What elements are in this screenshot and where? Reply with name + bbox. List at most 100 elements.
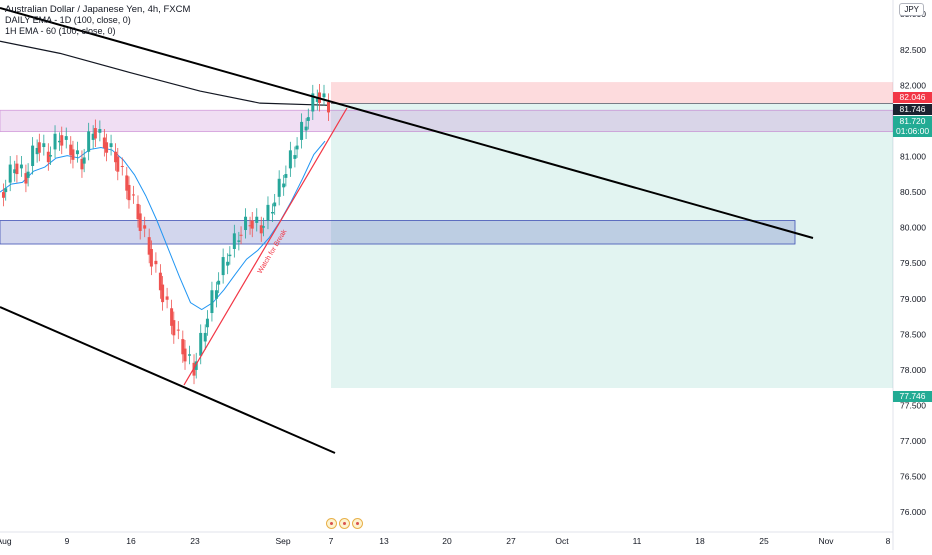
x-tick-label: Oct <box>555 536 569 546</box>
candle-body <box>91 133 95 140</box>
indicator-daily-ema: DAILY EMA - 1D (100, close, 0) <box>5 15 131 25</box>
y-tick-label: 81.000 <box>900 152 926 162</box>
y-tick-label: 77.000 <box>900 436 926 446</box>
candle-body <box>158 272 162 291</box>
chart-legend: Australian Dollar / Japanese Yen, 4h, FX… <box>5 4 190 37</box>
countdown-tag: 01:06:00 <box>893 126 932 137</box>
indicator-1h-ema: 1H EMA - 60 (100, close, 0) <box>5 26 116 36</box>
y-tick-label: 80.500 <box>900 187 926 197</box>
y-tick-label: 82.000 <box>900 80 926 90</box>
candle-body <box>161 284 165 303</box>
lower-channel-line <box>0 306 336 454</box>
candle-body <box>181 339 185 355</box>
stop-loss-box <box>331 82 893 104</box>
y-tick-label: 78.000 <box>900 365 926 375</box>
candle-body <box>282 183 286 188</box>
y-tick-label: 79.500 <box>900 258 926 268</box>
candle-body <box>24 173 28 184</box>
candle-body <box>327 101 330 113</box>
y-tick-label: 80.000 <box>900 223 926 233</box>
candle-body <box>192 362 196 376</box>
candle-body <box>26 171 30 178</box>
x-tick-label: Aug <box>0 536 12 546</box>
candle-body <box>232 233 236 249</box>
x-tick-label: 8 <box>886 536 891 546</box>
candle-body <box>199 332 203 356</box>
y-tick-label: 82.500 <box>900 45 926 55</box>
candle-body <box>217 280 221 285</box>
candle-body <box>214 290 218 299</box>
economic-event-icon[interactable] <box>326 518 337 529</box>
candle-body <box>226 261 230 266</box>
candle-body <box>205 318 209 328</box>
candle-body <box>102 137 106 148</box>
candle-body <box>322 93 326 98</box>
candle-body <box>127 184 131 201</box>
candle-body <box>277 178 281 197</box>
candle-body <box>35 147 39 155</box>
candle-body <box>266 204 270 221</box>
candle-body <box>19 164 23 169</box>
x-tick-label: Sep <box>275 536 290 546</box>
y-tick-label: 76.500 <box>900 472 926 482</box>
candle-body <box>250 220 254 229</box>
target-price-tag: 82.046 <box>893 92 932 103</box>
candle-body <box>49 155 53 157</box>
y-tick-label: 78.500 <box>900 329 926 339</box>
entry-price-tag: 81.746 <box>893 104 932 115</box>
candle-body <box>136 203 140 220</box>
candle-body <box>80 158 84 170</box>
candle-body <box>176 329 180 331</box>
candle-body <box>37 142 41 153</box>
upper-channel-line <box>0 7 814 239</box>
economic-event-icon[interactable] <box>352 518 363 529</box>
x-tick-label: 27 <box>506 536 516 546</box>
candle-body <box>60 135 64 146</box>
x-tick-label: 9 <box>65 536 70 546</box>
candle-body <box>93 128 97 139</box>
y-tick-label: 79.000 <box>900 294 926 304</box>
candle-body <box>248 225 252 227</box>
candle-body <box>125 175 129 191</box>
candle-body <box>293 155 297 159</box>
last-price-tag: 81.720 <box>893 116 932 127</box>
candle-body <box>183 348 187 362</box>
candle-body <box>194 361 198 370</box>
candle-body <box>300 121 304 140</box>
candle-body <box>239 234 243 236</box>
symbol-title: Australian Dollar / Japanese Yen, 4h, FX… <box>5 4 191 15</box>
x-tick-label: 20 <box>442 536 452 546</box>
economic-event-icon[interactable] <box>339 518 350 529</box>
candle-body <box>138 213 142 231</box>
candle-body <box>114 151 118 163</box>
candle-body <box>71 149 75 160</box>
candle-body <box>8 164 12 183</box>
candle-body <box>75 150 79 155</box>
currency-button[interactable]: JPY <box>899 3 924 16</box>
candle-body <box>288 150 292 169</box>
candle-body <box>259 225 263 234</box>
candle-body <box>237 240 241 242</box>
candle-body <box>228 254 232 257</box>
candle-body <box>244 216 248 231</box>
x-tick-label: Nov <box>818 536 834 546</box>
candle-body <box>2 192 5 198</box>
candle-body <box>64 136 68 140</box>
candle-body <box>120 165 124 167</box>
candle-body <box>69 144 73 156</box>
ema-daily-line <box>0 40 331 106</box>
x-tick-label: 18 <box>695 536 705 546</box>
candle-body <box>53 133 57 150</box>
candle-body <box>147 237 151 255</box>
take-profit-box <box>331 103 893 389</box>
candle-body <box>109 143 113 148</box>
candle-body <box>170 308 174 326</box>
candle-body <box>87 131 91 152</box>
candle-body <box>284 174 288 178</box>
candle-body <box>15 163 19 175</box>
candle-body <box>116 156 120 172</box>
candle-body <box>98 129 102 133</box>
candle-body <box>273 202 277 207</box>
